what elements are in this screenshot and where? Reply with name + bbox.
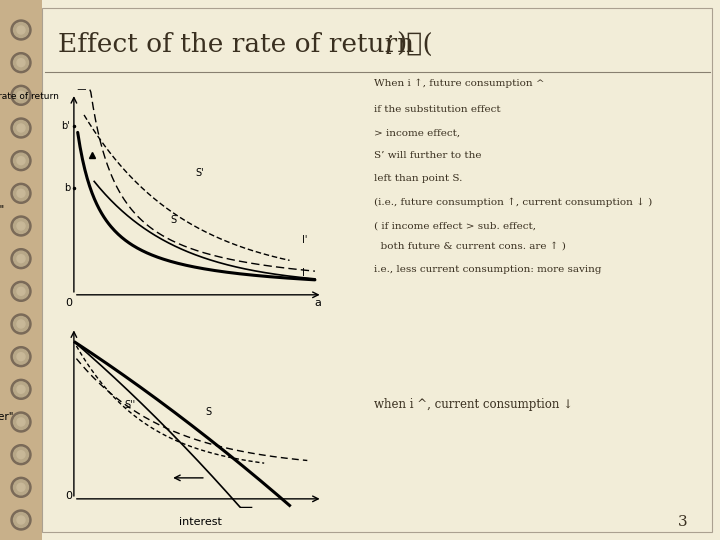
- Circle shape: [11, 184, 31, 204]
- Circle shape: [17, 516, 25, 524]
- Text: I': I': [302, 235, 307, 245]
- Circle shape: [11, 379, 31, 400]
- Text: both future & current cons. are ↑ ): both future & current cons. are ↑ ): [374, 242, 566, 251]
- Circle shape: [14, 447, 29, 462]
- Text: b': b': [61, 121, 70, 131]
- Text: (i.e., future consumption ↑, current consumption ↓ ): (i.e., future consumption ↑, current con…: [374, 197, 652, 206]
- Circle shape: [11, 444, 31, 464]
- Text: S': S': [196, 167, 204, 178]
- Text: 0: 0: [66, 491, 72, 501]
- Circle shape: [14, 120, 29, 136]
- Circle shape: [11, 412, 31, 432]
- Text: a: a: [314, 298, 321, 308]
- Text: when i ^, current consumption ↓: when i ^, current consumption ↓: [374, 397, 573, 411]
- Circle shape: [11, 281, 31, 301]
- Text: I: I: [302, 268, 305, 278]
- Circle shape: [14, 23, 29, 37]
- Circle shape: [14, 153, 29, 168]
- Circle shape: [14, 186, 29, 201]
- Circle shape: [14, 251, 29, 266]
- Circle shape: [14, 88, 29, 103]
- Text: )：: )：: [396, 31, 422, 57]
- Circle shape: [14, 55, 29, 70]
- Text: S'': S'': [125, 400, 136, 410]
- Circle shape: [17, 255, 25, 262]
- Text: > income effect,: > income effect,: [374, 129, 461, 138]
- Circle shape: [17, 353, 25, 361]
- Circle shape: [17, 59, 25, 66]
- Text: S: S: [171, 215, 176, 225]
- Circle shape: [14, 480, 29, 495]
- Bar: [0, 0, 42, 540]
- Circle shape: [14, 316, 29, 332]
- Circle shape: [11, 314, 31, 334]
- Text: S: S: [206, 407, 212, 417]
- Text: i: i: [385, 33, 393, 58]
- Circle shape: [11, 20, 31, 40]
- Circle shape: [11, 53, 31, 73]
- Text: S’ will further to the: S’ will further to the: [374, 151, 482, 160]
- Text: if the substitution effect: if the substitution effect: [374, 105, 501, 114]
- Text: "borrower": "borrower": [0, 412, 14, 422]
- Text: When i ↑, future consumption ^: When i ↑, future consumption ^: [374, 78, 545, 87]
- Circle shape: [14, 512, 29, 528]
- Text: Effect of the rate of return (: Effect of the rate of return (: [58, 31, 433, 57]
- Circle shape: [11, 477, 31, 497]
- Circle shape: [17, 124, 25, 132]
- Circle shape: [17, 157, 25, 165]
- Circle shape: [17, 418, 25, 426]
- Circle shape: [14, 284, 29, 299]
- Circle shape: [11, 510, 31, 530]
- Text: b: b: [64, 183, 70, 193]
- Circle shape: [17, 91, 25, 99]
- Text: left than point S.: left than point S.: [374, 174, 463, 183]
- Circle shape: [17, 26, 25, 34]
- Circle shape: [17, 222, 25, 230]
- Text: rate of return: rate of return: [0, 92, 58, 102]
- Text: 3: 3: [678, 516, 688, 530]
- Text: ( if income effect > sub. effect,: ( if income effect > sub. effect,: [374, 221, 536, 231]
- Circle shape: [14, 415, 29, 429]
- Circle shape: [17, 483, 25, 491]
- Text: 0: 0: [66, 298, 72, 308]
- Circle shape: [11, 347, 31, 367]
- Circle shape: [17, 320, 25, 328]
- Circle shape: [17, 190, 25, 197]
- Circle shape: [14, 382, 29, 397]
- Text: i.e., less current consumption: more saving: i.e., less current consumption: more sav…: [374, 265, 602, 274]
- Circle shape: [17, 287, 25, 295]
- Text: "saver": "saver": [0, 205, 4, 214]
- Circle shape: [11, 85, 31, 105]
- Circle shape: [11, 216, 31, 236]
- Circle shape: [11, 248, 31, 269]
- Circle shape: [17, 386, 25, 393]
- Circle shape: [11, 151, 31, 171]
- Circle shape: [14, 349, 29, 364]
- Circle shape: [17, 451, 25, 458]
- Circle shape: [11, 118, 31, 138]
- Text: interest: interest: [179, 517, 222, 527]
- Circle shape: [14, 219, 29, 233]
